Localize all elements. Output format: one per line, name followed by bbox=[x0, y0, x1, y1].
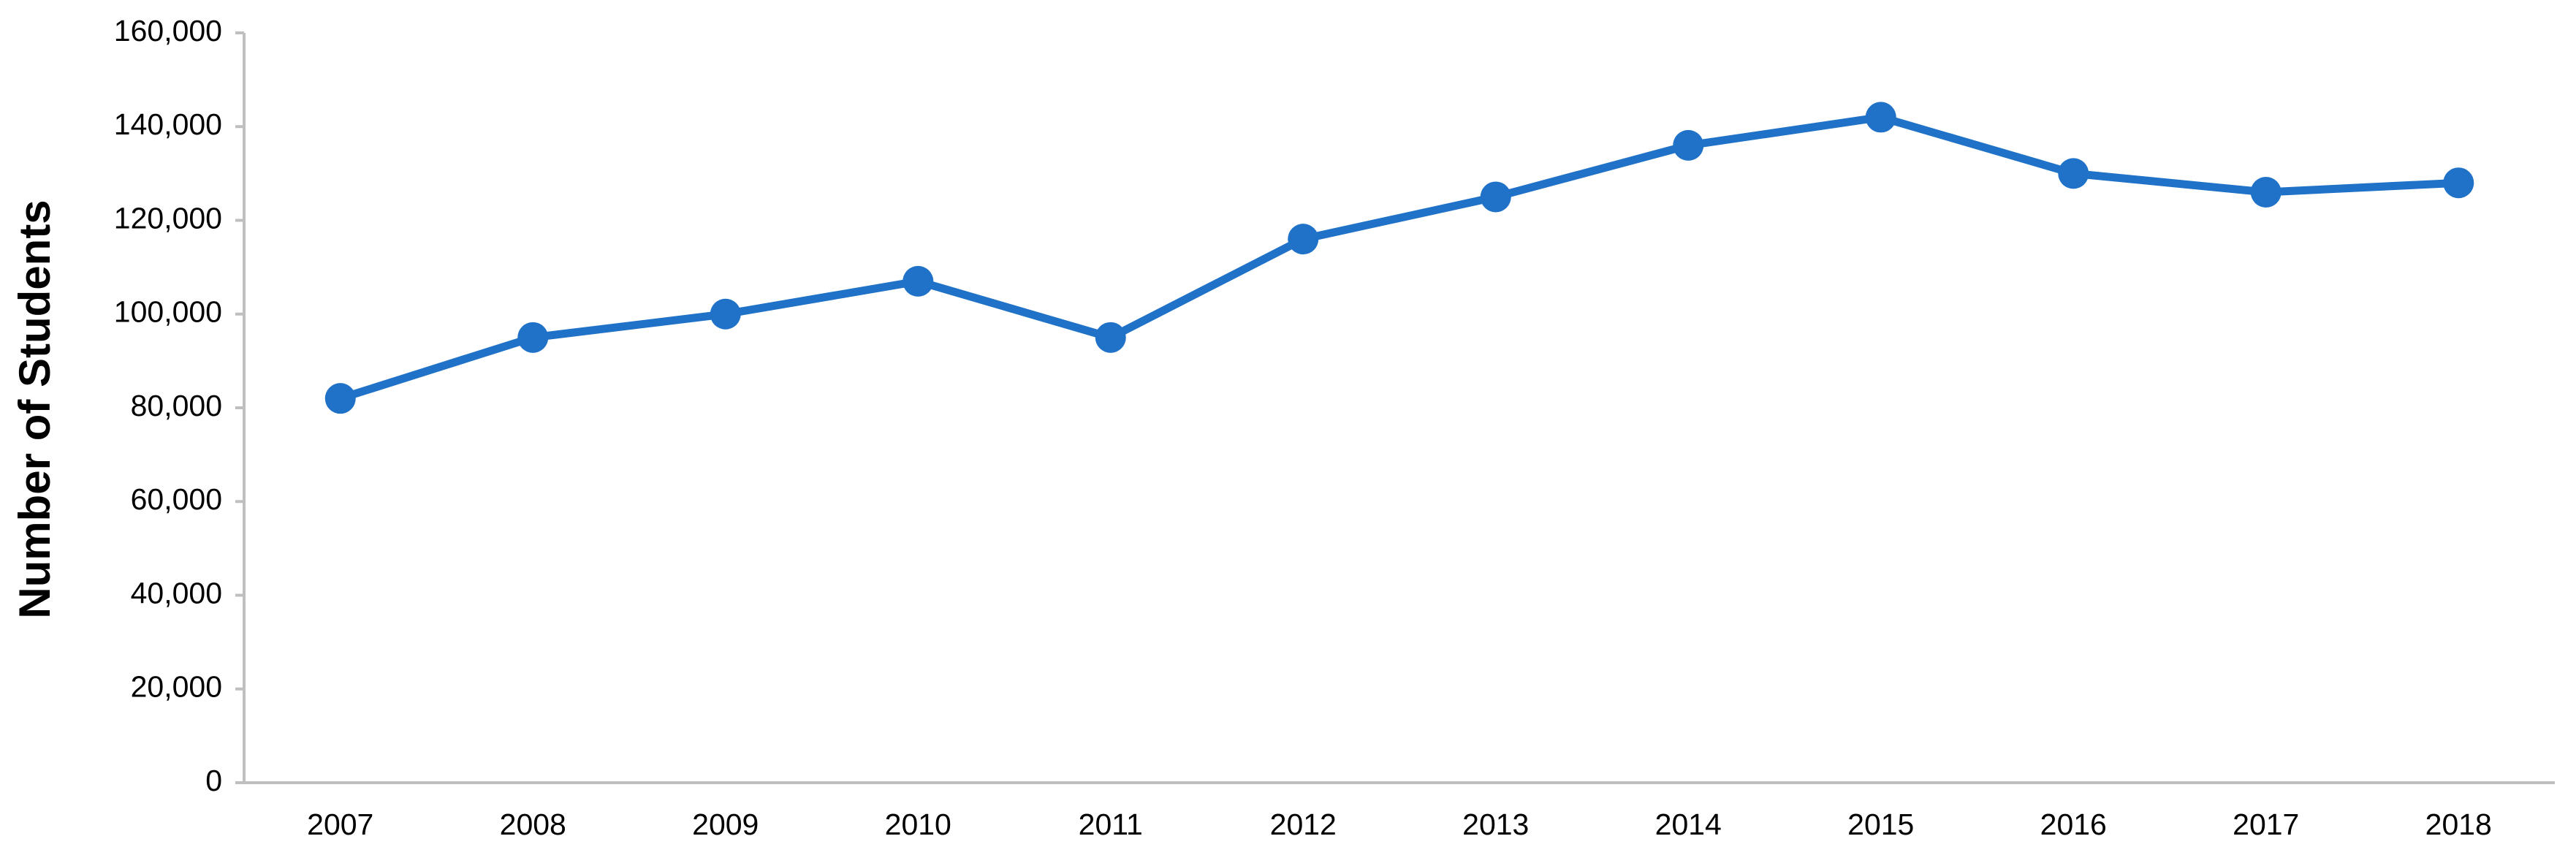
data-point bbox=[710, 298, 741, 330]
x-tick-label: 2015 bbox=[1847, 808, 1914, 841]
y-tick-label: 120,000 bbox=[114, 201, 222, 235]
x-tick-label: 2016 bbox=[2040, 808, 2107, 841]
x-tick-label: 2017 bbox=[2233, 808, 2299, 841]
data-point bbox=[903, 265, 934, 297]
data-point bbox=[1673, 129, 1704, 161]
x-tick-label: 2011 bbox=[1079, 808, 1143, 841]
y-tick-label: 40,000 bbox=[131, 576, 222, 609]
data-point bbox=[1865, 102, 1896, 133]
series-line bbox=[339, 113, 2459, 403]
y-tick-label: 140,000 bbox=[114, 107, 222, 141]
x-tick-label: 2018 bbox=[2425, 808, 2492, 841]
y-axis-title: Number of Students bbox=[10, 200, 59, 618]
x-tick-label: 2014 bbox=[1655, 808, 1722, 841]
data-point bbox=[517, 322, 549, 353]
data-point bbox=[324, 383, 356, 414]
y-tick-label: 100,000 bbox=[114, 295, 222, 329]
data-point bbox=[2250, 177, 2281, 208]
y-tick-label: 60,000 bbox=[131, 482, 222, 516]
y-tick-label: 160,000 bbox=[114, 14, 222, 48]
x-tick-label: 2012 bbox=[1270, 808, 1337, 841]
data-point bbox=[1480, 181, 1511, 213]
x-tick-label: 2008 bbox=[500, 808, 566, 841]
data-point bbox=[1095, 322, 1126, 353]
x-tick-label: 2013 bbox=[1462, 808, 1529, 841]
data-point bbox=[1288, 224, 1319, 255]
y-tick-label: 0 bbox=[205, 764, 222, 797]
x-tick-label: 2009 bbox=[692, 808, 759, 841]
y-tick-label: 80,000 bbox=[131, 389, 222, 422]
y-tick-label: 20,000 bbox=[131, 670, 222, 704]
x-tick-label: 2007 bbox=[307, 808, 373, 841]
data-point bbox=[2058, 158, 2089, 189]
data-point bbox=[2443, 167, 2474, 199]
x-tick-label: 2010 bbox=[885, 808, 951, 841]
